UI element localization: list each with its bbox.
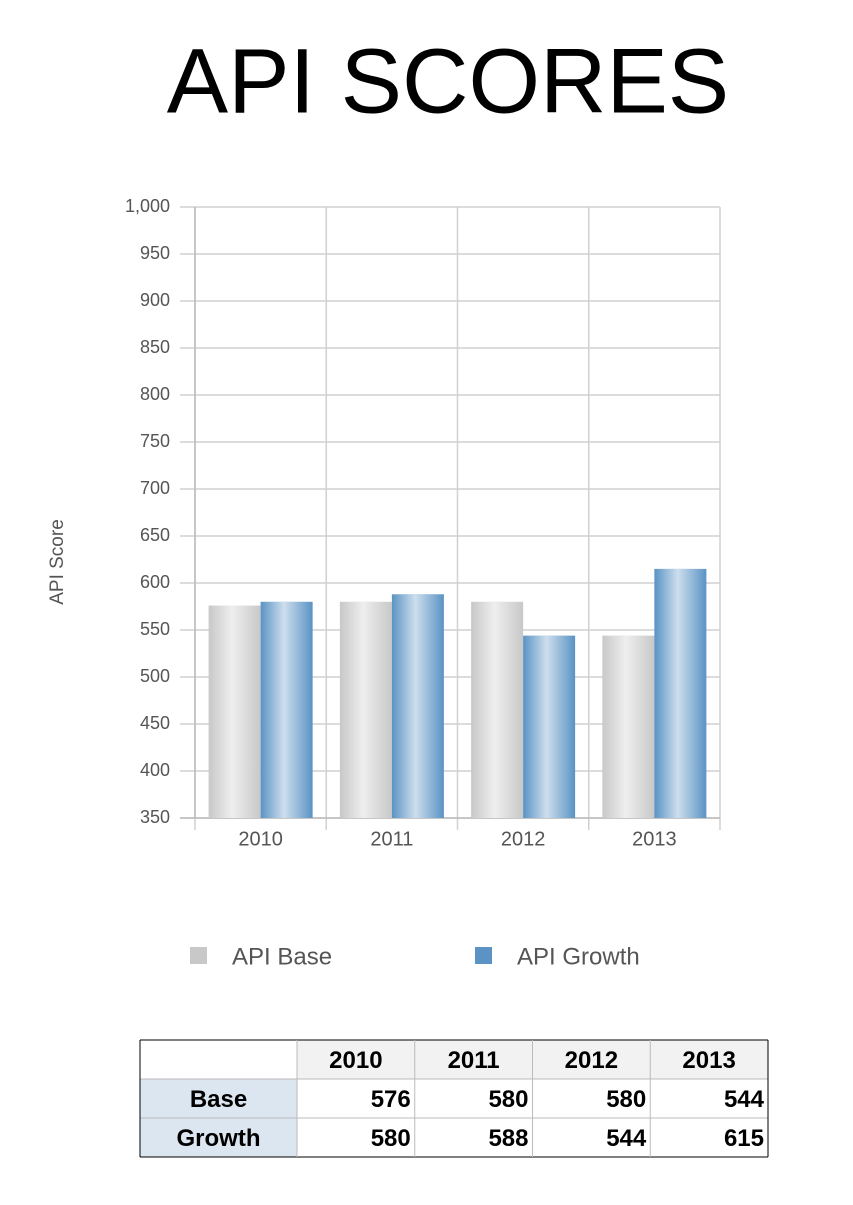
bar-highlight xyxy=(339,601,392,818)
y-tick-label: 750 xyxy=(140,431,170,451)
bar-highlight xyxy=(208,605,261,818)
bar-group xyxy=(602,635,655,818)
table-row-label: Base xyxy=(190,1086,247,1113)
legend-label: API Growth xyxy=(517,943,640,970)
table-cell: 615 xyxy=(724,1125,764,1152)
table-header-bg xyxy=(297,1040,415,1079)
y-tick-label: 800 xyxy=(140,384,170,404)
table-header-bg xyxy=(650,1040,768,1079)
table-cell: 580 xyxy=(488,1086,528,1113)
bar-highlight xyxy=(260,601,313,818)
y-tick-label: 500 xyxy=(140,666,170,686)
bar-group xyxy=(260,601,313,818)
chart-title: API SCORES xyxy=(167,30,729,132)
bar-group xyxy=(391,594,444,818)
y-tick-label: 1,000 xyxy=(125,196,170,216)
table-cell: 580 xyxy=(606,1086,646,1113)
table-row-label: Growth xyxy=(177,1125,261,1152)
table-header: 2010 xyxy=(329,1047,382,1074)
bar-group xyxy=(471,601,524,818)
bar-highlight xyxy=(391,594,444,818)
table-header-bg xyxy=(532,1040,651,1079)
table-cell: 544 xyxy=(724,1086,765,1113)
y-tick-label: 350 xyxy=(140,807,170,827)
table-cell: 588 xyxy=(488,1125,528,1152)
x-tick-label: 2012 xyxy=(501,828,546,850)
table-cell: 544 xyxy=(606,1125,647,1152)
bar-highlight xyxy=(654,568,707,818)
table-header: 2013 xyxy=(682,1047,735,1074)
y-tick-label: 600 xyxy=(140,572,170,592)
y-tick-label: 700 xyxy=(140,478,170,498)
table-header: 2012 xyxy=(565,1047,618,1074)
y-tick-label: 400 xyxy=(140,760,170,780)
legend-swatch xyxy=(475,947,492,964)
y-tick-label: 650 xyxy=(140,525,170,545)
table-header: 2011 xyxy=(448,1047,500,1074)
bar-highlight xyxy=(471,601,524,818)
data-table: 2010 2011 2012 2013 Base 576 580 580 544 Growth 58… xyxy=(139,1039,769,1158)
y-tick-label: 450 xyxy=(140,713,170,733)
y-tick-label: 900 xyxy=(140,290,170,310)
x-tick-label: 2010 xyxy=(238,828,283,850)
bar-group xyxy=(523,635,576,818)
y-tick-label: 850 xyxy=(140,337,170,357)
table-header-bg xyxy=(414,1040,533,1079)
y-axis-label: API Score xyxy=(47,519,68,605)
bar-group xyxy=(208,605,261,818)
legend-swatch xyxy=(190,947,207,964)
table-cell: 580 xyxy=(371,1125,411,1152)
y-tick-label: 950 xyxy=(140,243,170,263)
bar-highlight xyxy=(602,635,655,818)
x-tick-label: 2011 xyxy=(370,828,413,850)
bar-highlight xyxy=(523,635,576,818)
x-tick-label: 2013 xyxy=(632,828,677,850)
bar-group xyxy=(339,601,392,818)
legend-label: API Base xyxy=(232,943,332,970)
y-tick-label: 550 xyxy=(140,619,170,639)
table-cell: 576 xyxy=(371,1086,411,1113)
bar-group xyxy=(654,568,707,818)
